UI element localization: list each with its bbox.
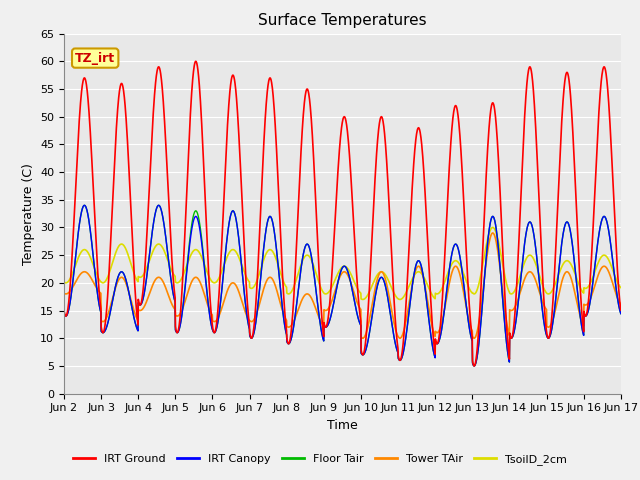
Line: TsoilD_2cm: TsoilD_2cm bbox=[64, 228, 621, 300]
Tower TAir bbox=[358, 335, 366, 341]
Floor Tair bbox=[359, 352, 367, 358]
TsoilD_2cm bbox=[568, 264, 576, 269]
IRT Ground bbox=[192, 59, 200, 64]
X-axis label: Time: Time bbox=[327, 419, 358, 432]
Floor Tair bbox=[617, 311, 625, 316]
IRT Canopy bbox=[60, 311, 68, 316]
IRT Ground bbox=[371, 181, 379, 187]
IRT Ground bbox=[216, 284, 223, 289]
Text: TZ_irt: TZ_irt bbox=[75, 51, 115, 65]
Floor Tair bbox=[584, 311, 591, 316]
Line: IRT Ground: IRT Ground bbox=[64, 61, 621, 366]
Floor Tair bbox=[216, 308, 223, 313]
Tower TAir bbox=[617, 301, 625, 307]
IRT Ground bbox=[470, 363, 478, 369]
Legend: IRT Ground, IRT Canopy, Floor Tair, Tower TAir, TsoilD_2cm: IRT Ground, IRT Canopy, Floor Tair, Towe… bbox=[68, 450, 572, 469]
Tower TAir bbox=[568, 278, 576, 284]
Line: Floor Tair: Floor Tair bbox=[64, 205, 621, 366]
IRT Canopy bbox=[216, 308, 223, 313]
TsoilD_2cm bbox=[371, 276, 379, 282]
IRT Canopy bbox=[359, 352, 367, 358]
Tower TAir bbox=[584, 301, 591, 307]
Tower TAir bbox=[505, 330, 513, 336]
TsoilD_2cm bbox=[505, 288, 513, 293]
IRT Canopy bbox=[155, 203, 163, 208]
Tower TAir bbox=[489, 230, 497, 236]
IRT Ground bbox=[359, 352, 367, 358]
TsoilD_2cm bbox=[489, 225, 497, 230]
IRT Canopy bbox=[470, 363, 478, 369]
IRT Canopy bbox=[584, 311, 591, 316]
TsoilD_2cm bbox=[358, 297, 366, 302]
Tower TAir bbox=[60, 290, 68, 296]
TsoilD_2cm bbox=[216, 275, 223, 280]
IRT Ground bbox=[60, 307, 68, 313]
IRT Ground bbox=[617, 307, 625, 313]
Y-axis label: Temperature (C): Temperature (C) bbox=[22, 163, 35, 264]
Line: Tower TAir: Tower TAir bbox=[64, 233, 621, 338]
Floor Tair bbox=[470, 363, 478, 369]
Tower TAir bbox=[359, 336, 367, 341]
IRT Ground bbox=[505, 350, 513, 356]
IRT Canopy bbox=[371, 296, 379, 302]
Floor Tair bbox=[568, 239, 576, 245]
TsoilD_2cm bbox=[617, 285, 625, 290]
Title: Surface Temperatures: Surface Temperatures bbox=[258, 13, 427, 28]
TsoilD_2cm bbox=[60, 279, 68, 285]
TsoilD_2cm bbox=[359, 297, 367, 302]
Line: IRT Canopy: IRT Canopy bbox=[64, 205, 621, 366]
Floor Tair bbox=[60, 311, 68, 316]
TsoilD_2cm bbox=[584, 285, 591, 290]
Floor Tair bbox=[155, 203, 163, 208]
Tower TAir bbox=[371, 288, 379, 293]
Tower TAir bbox=[216, 312, 223, 318]
IRT Ground bbox=[568, 116, 576, 121]
IRT Canopy bbox=[568, 239, 576, 245]
IRT Canopy bbox=[617, 311, 625, 316]
Floor Tair bbox=[371, 296, 379, 302]
IRT Ground bbox=[584, 306, 591, 312]
IRT Canopy bbox=[505, 356, 513, 361]
Floor Tair bbox=[505, 356, 513, 361]
